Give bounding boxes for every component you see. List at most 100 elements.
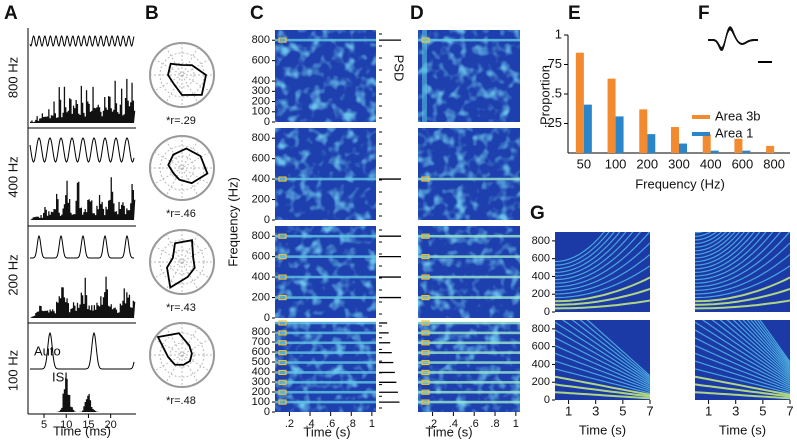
r-label: *r=.43 [166,302,196,314]
chirp-line [737,320,790,373]
y-tick-label: 800 [252,132,270,144]
y-tick-label: 800 [252,230,270,242]
x-tick-label: .2 [285,418,294,430]
x-tick-label: .4 [449,418,458,430]
spectrogram-noise [275,30,376,122]
chirp-line [695,253,790,295]
chirp-line [555,232,610,266]
spectral-line [418,341,520,345]
chirp-line [695,360,790,392]
spectral-peak [278,233,287,239]
spectrogram-noise [418,128,520,220]
bar [607,78,616,153]
spectral-line [275,400,376,404]
annotation: ISI [52,369,68,384]
spectrogram-noise [418,30,520,122]
x-tick-label: 15 [82,419,94,431]
spectral-line [275,371,376,374]
spectral-peak [421,389,430,395]
spike-histogram [30,276,136,318]
chirp-line [695,383,790,398]
chirp-line [555,352,650,391]
spectral-peak [421,350,430,356]
spectral-peak [421,379,430,385]
chirp-line [695,232,755,270]
spectral-peak [278,359,287,366]
chirp-line [555,391,650,400]
panel-label: C [250,3,264,24]
y-tick-label: 0 [264,214,270,226]
y-tick-label: 200 [532,376,550,388]
chirp-line [555,321,650,384]
r-label: *r=.48 [166,395,196,407]
x-tick-label: 600 [732,156,754,171]
chirp-line [555,276,650,303]
bar [734,138,743,153]
chirp-line [695,321,790,384]
chirp-line [726,320,790,377]
spectral-line [275,361,376,364]
y-tick-label: 0 [544,394,550,406]
spectrogram-noise [418,322,520,412]
bar [647,134,656,153]
panel-label: B [145,3,159,24]
spectral-line [418,321,520,325]
spectral-line [275,275,376,279]
chirp-line [695,265,790,299]
spectral-line [275,381,376,384]
spectral-line [418,38,520,42]
row-label: 400 Hz [5,156,20,197]
spectral-line [275,390,376,394]
chirp-line [555,242,650,291]
spectral-peak [278,176,287,182]
chirp-line [711,320,790,380]
spectral-line [418,381,520,384]
bar [766,145,775,153]
chirp-line [555,265,650,299]
chirps [555,232,650,310]
y-tick-label: 0 [264,116,270,128]
spectrogram-noise [275,226,376,318]
chirp-line [555,232,627,277]
y-tick-label: 800 [532,323,550,335]
chirp-line [719,320,790,378]
spectral-peak [421,37,430,43]
bar [583,104,592,153]
spectral-peak [278,330,287,336]
autocorrelation-trace [29,137,135,163]
chirp-line [555,345,650,389]
y-tick-label: 200 [252,95,270,107]
chirp-line [561,320,650,382]
y-tick-label: 800 [532,235,550,247]
spike-histogram [30,78,136,123]
y-tick-label: .75 [544,56,562,71]
chirp-line [571,320,650,380]
chirp-line [555,375,650,396]
y-tick-label: 400 [252,173,270,185]
x-tick-label: 200 [636,156,658,171]
chirp-line [695,232,750,266]
spectrogram-noise [275,322,376,412]
spectral-peak [278,274,287,280]
x-tick-label: .6 [326,418,335,430]
chirp-line [701,320,790,382]
y-tick-label: 600 [252,251,270,263]
polar-spoke [154,151,210,185]
y-tick-label: 800 [252,326,270,338]
polar-spoke [154,338,210,372]
y-axis-label: Frequency (Hz) [225,177,240,267]
spectral-peak [278,369,287,376]
spectral-line [418,371,520,374]
x-tick-label: .8 [347,418,356,430]
spectral-peak [421,176,430,182]
y-tick-label: .5 [551,85,562,100]
x-tick-label: 3 [592,403,599,418]
chirp-line [695,299,790,310]
y-tick-label: 200 [252,193,270,205]
y-tick-label: 600 [252,55,270,67]
chirp-line [742,320,790,372]
spectral-peak [421,330,430,336]
y-tick-label: 200 [252,291,270,303]
y-tick-label: 400 [252,75,270,87]
